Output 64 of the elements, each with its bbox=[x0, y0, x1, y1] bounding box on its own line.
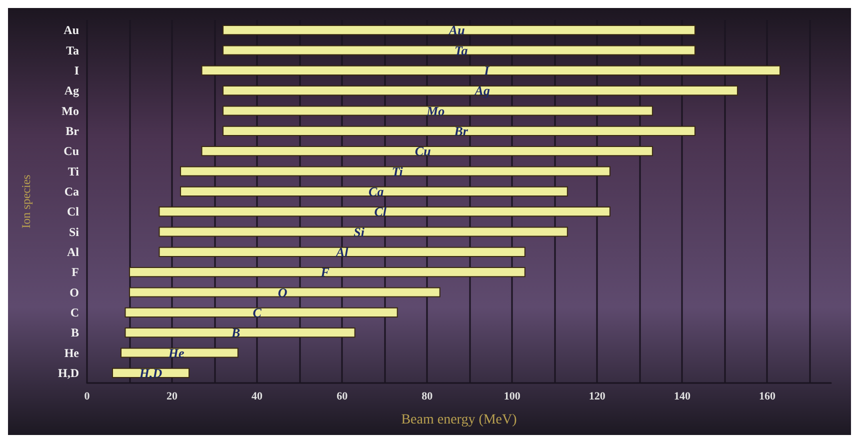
y-tick-label: Ca bbox=[64, 184, 79, 198]
y-tick-label: C bbox=[70, 305, 79, 320]
y-tick-label: Cl bbox=[67, 204, 80, 219]
x-tick-label: 120 bbox=[588, 390, 606, 402]
x-tick-label: 80 bbox=[422, 390, 434, 402]
bar bbox=[158, 226, 568, 237]
y-tick-label: O bbox=[70, 285, 79, 300]
annotation: Ta bbox=[454, 42, 468, 58]
annotation: B bbox=[230, 325, 240, 340]
bar bbox=[129, 287, 440, 298]
bar bbox=[124, 307, 398, 318]
annotation: Si bbox=[354, 224, 365, 240]
bar bbox=[129, 267, 526, 278]
bar bbox=[201, 65, 780, 76]
x-tick-label: 140 bbox=[674, 390, 691, 402]
y-tick-label: F bbox=[72, 265, 79, 280]
annotation: Ag bbox=[474, 83, 490, 98]
y-axis-title: Ion species bbox=[19, 174, 33, 228]
y-tick-label: Ta bbox=[66, 43, 79, 58]
annotation: Ca bbox=[368, 184, 384, 199]
bar bbox=[120, 348, 238, 358]
y-tick-label: Mo bbox=[62, 104, 79, 118]
annotation: O bbox=[278, 284, 288, 300]
x-tick-label: 60 bbox=[336, 390, 348, 402]
x-tick-label: 100 bbox=[504, 390, 521, 402]
annotation: Au bbox=[448, 22, 465, 38]
bar bbox=[158, 246, 526, 257]
y-tick-label: B bbox=[70, 326, 79, 340]
bar bbox=[158, 206, 610, 217]
y-tick-label: Au bbox=[64, 23, 80, 38]
bar bbox=[222, 86, 738, 96]
y-tick-label: Ti bbox=[68, 164, 80, 178]
bar bbox=[222, 25, 696, 36]
annotation: H,D bbox=[138, 365, 163, 380]
annotation: He bbox=[167, 345, 184, 360]
annotation: C bbox=[252, 304, 262, 320]
y-tick-label: Al bbox=[67, 244, 80, 259]
bar bbox=[222, 106, 653, 116]
annotation: Br bbox=[453, 123, 469, 138]
y-tick-label: He bbox=[64, 346, 80, 360]
bar bbox=[124, 328, 356, 338]
y-tick-label: I bbox=[74, 63, 80, 78]
y-tick-label: Si bbox=[68, 224, 80, 239]
annotation: Ti bbox=[392, 164, 404, 179]
annotation: Cu bbox=[414, 144, 431, 159]
x-tick-label: 0 bbox=[84, 390, 90, 402]
x-axis-title: Beam energy (MeV) bbox=[401, 412, 518, 428]
y-tick-label: Ag bbox=[64, 84, 79, 98]
x-tick-label: 40 bbox=[252, 390, 264, 402]
bar bbox=[222, 45, 696, 56]
annotation: Mo bbox=[426, 103, 446, 118]
bar bbox=[180, 186, 568, 196]
annotation: I bbox=[483, 62, 490, 78]
bar bbox=[180, 166, 610, 176]
bar bbox=[201, 146, 653, 156]
annotation: Al bbox=[334, 244, 349, 260]
y-tick-label: Br bbox=[66, 124, 80, 138]
y-tick-label: Cu bbox=[64, 144, 80, 158]
annotation: Cl bbox=[374, 204, 387, 220]
y-tick-label: H,D bbox=[58, 366, 80, 380]
bar bbox=[222, 126, 696, 136]
x-tick-label: 20 bbox=[166, 390, 178, 402]
x-tick-label: 160 bbox=[758, 390, 776, 402]
annotation: F bbox=[320, 264, 330, 280]
